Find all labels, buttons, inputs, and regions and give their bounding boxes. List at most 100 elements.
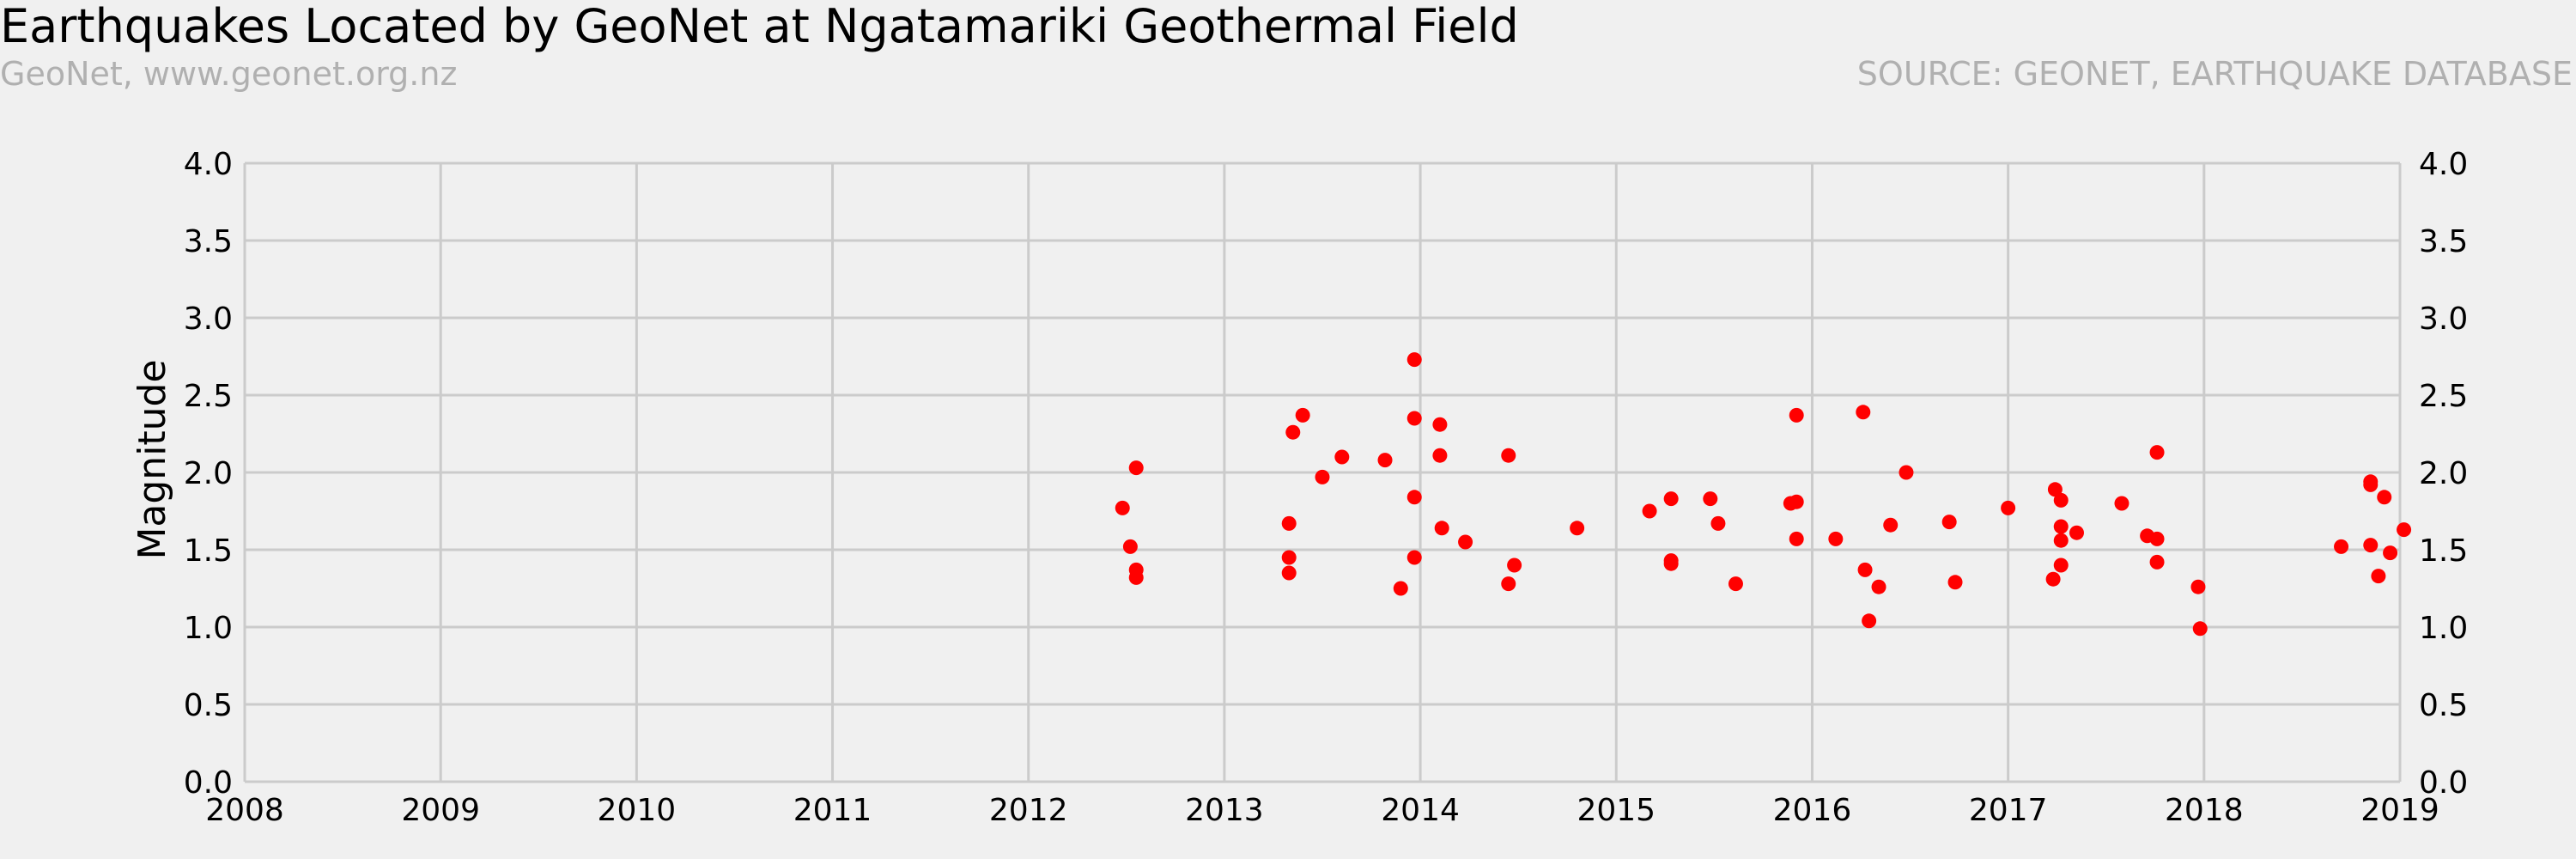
y-tick-label-right: 3.5 — [2419, 224, 2468, 259]
data-point — [2047, 482, 2063, 497]
y-tick-label-left: 0.0 — [184, 765, 233, 801]
data-point — [1663, 491, 1679, 507]
data-point — [1406, 490, 1422, 505]
x-tick-label: 2016 — [1773, 793, 1852, 828]
y-tick-label-right: 2.5 — [2419, 379, 2468, 414]
data-point — [1501, 576, 1516, 592]
y-tick-label-left: 4.0 — [184, 147, 233, 182]
data-point — [1434, 521, 1449, 536]
data-points — [1115, 352, 2412, 637]
y-tick-label-right: 1.0 — [2419, 611, 2468, 646]
data-point — [2114, 496, 2129, 511]
grid — [243, 161, 2402, 783]
data-point — [1947, 575, 1963, 590]
data-point — [1128, 460, 1144, 476]
x-tick-label: 2014 — [1381, 793, 1460, 828]
data-point — [2001, 500, 2016, 515]
data-point — [1115, 500, 1130, 515]
x-tick-label: 2018 — [2165, 793, 2244, 828]
data-point — [1828, 531, 1844, 546]
data-point — [1703, 491, 1718, 507]
data-point — [1789, 407, 1804, 423]
y-tick-label-left: 1.0 — [184, 611, 233, 646]
data-point — [2149, 531, 2165, 546]
chart-source: SOURCE: GEONET, EARTHQUAKE DATABASE — [1856, 55, 2573, 93]
data-point — [2377, 490, 2392, 505]
x-tick-label: 2009 — [401, 793, 480, 828]
data-point — [2053, 533, 2069, 548]
data-point — [1663, 556, 1679, 571]
data-point — [1458, 534, 1473, 550]
data-point — [2045, 571, 2061, 587]
x-tick-label: 2012 — [989, 793, 1068, 828]
data-point — [2053, 557, 2069, 573]
data-point — [2363, 538, 2379, 553]
data-point — [1406, 411, 1422, 426]
y-tick-label-right: 0.5 — [2419, 688, 2468, 723]
data-point — [1501, 448, 1516, 463]
data-point — [2397, 522, 2412, 538]
y-tick-label-left: 3.5 — [184, 224, 233, 259]
data-point — [1857, 562, 1873, 577]
data-point — [1128, 570, 1144, 585]
data-point — [1710, 515, 1726, 531]
data-point — [1281, 515, 1297, 531]
data-point — [1285, 424, 1301, 440]
y-tick-label-left: 2.5 — [184, 379, 233, 414]
data-point — [2371, 569, 2386, 584]
data-point — [1899, 465, 1914, 480]
y-tick-label-right: 3.0 — [2419, 302, 2468, 337]
data-point — [1789, 531, 1804, 546]
data-point — [1295, 407, 1310, 423]
data-point — [2053, 519, 2069, 534]
y-tick-label-left: 2.0 — [184, 456, 233, 491]
data-point — [1871, 579, 1886, 594]
data-point — [1789, 494, 1804, 509]
data-point — [1281, 550, 1297, 565]
x-tick-label: 2013 — [1185, 793, 1264, 828]
data-point — [2149, 445, 2165, 460]
tick-labels: 2008 2009 2010 2011 2012 2013 2014 2015 2016 2017… — [184, 147, 2469, 828]
data-point — [1406, 352, 1422, 368]
data-point — [1642, 503, 1657, 519]
x-tick-label: 2010 — [598, 793, 677, 828]
x-tick-label: 2015 — [1577, 793, 1656, 828]
y-tick-label-left: 1.5 — [184, 533, 233, 569]
data-point — [1570, 521, 1585, 536]
y-tick-label-left: 3.0 — [184, 302, 233, 337]
data-point — [1728, 576, 1743, 592]
y-tick-label-right: 1.5 — [2419, 533, 2468, 569]
data-point — [1856, 405, 1871, 420]
x-tick-label: 2008 — [205, 793, 284, 828]
data-point — [1883, 517, 1899, 533]
data-point — [1122, 539, 1138, 554]
data-point — [2190, 579, 2206, 594]
data-point — [2334, 539, 2349, 554]
data-point — [1432, 448, 1448, 463]
data-point — [2053, 492, 2069, 508]
y-tick-label-right: 2.0 — [2419, 456, 2468, 491]
y-tick-label-left: 0.5 — [184, 688, 233, 723]
chart-title: Earthquakes Located by GeoNet at Ngatama… — [0, 0, 1519, 53]
chart-subtitle: GeoNet, www.geonet.org.nz — [0, 55, 458, 93]
x-tick-label: 2011 — [793, 793, 872, 828]
x-tick-label: 2017 — [1969, 793, 2048, 828]
data-point — [1432, 417, 1448, 432]
data-point — [2069, 525, 2084, 540]
data-point — [2363, 477, 2379, 492]
data-point — [1315, 469, 1330, 484]
y-tick-label-right: 0.0 — [2419, 765, 2468, 801]
data-point — [1334, 449, 1350, 465]
data-point — [1507, 557, 1522, 573]
data-point — [1281, 565, 1297, 581]
y-tick-label-right: 4.0 — [2419, 147, 2468, 182]
data-point — [2383, 545, 2398, 561]
data-point — [1941, 515, 1957, 530]
y-axis-label: Magnitude — [131, 359, 174, 559]
data-point — [1406, 550, 1422, 565]
data-point — [2149, 554, 2165, 570]
data-point — [1862, 613, 1877, 629]
data-point — [2192, 621, 2208, 637]
data-point — [1393, 581, 1408, 596]
